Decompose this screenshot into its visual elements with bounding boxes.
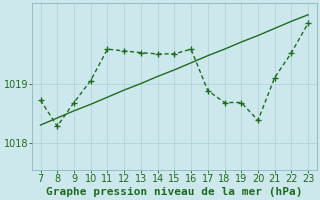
X-axis label: Graphe pression niveau de la mer (hPa): Graphe pression niveau de la mer (hPa)	[46, 186, 303, 197]
